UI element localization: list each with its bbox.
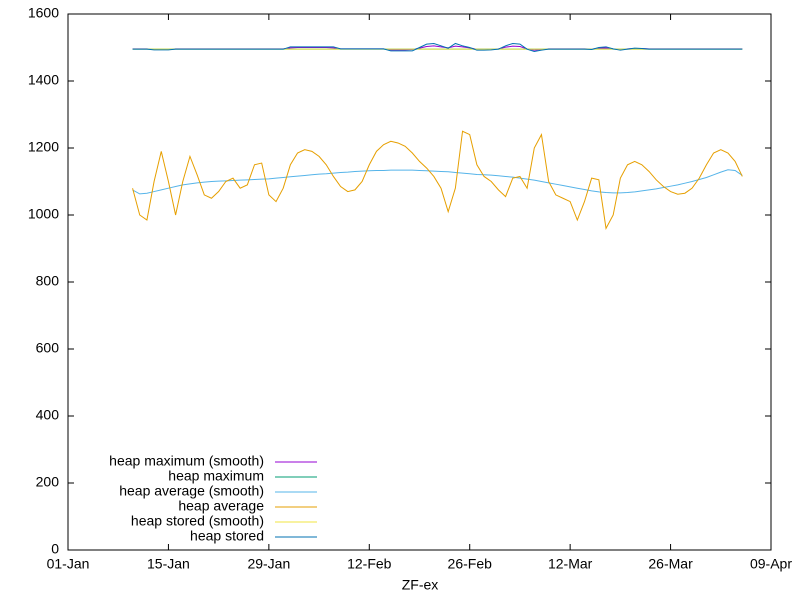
y-tick-label: 0 xyxy=(51,541,59,557)
legend-label: heap maximum (smooth) xyxy=(109,453,264,469)
y-tick-label: 1600 xyxy=(28,5,59,21)
y-tick-label: 1200 xyxy=(28,139,59,155)
legend-label: heap stored xyxy=(190,528,264,544)
legend-label: heap stored (smooth) xyxy=(131,513,264,529)
x-tick-label: 26-Mar xyxy=(648,556,693,572)
x-tick-label: 12-Mar xyxy=(548,556,593,572)
y-tick-label: 400 xyxy=(36,407,60,423)
x-tick-label: 12-Feb xyxy=(347,556,392,572)
series-line xyxy=(132,130,743,230)
plot-border xyxy=(67,13,772,551)
x-tick-label: 01-Jan xyxy=(47,556,90,572)
y-tick-label: 1000 xyxy=(28,206,59,222)
series-line xyxy=(132,42,743,53)
y-tick-label: 1400 xyxy=(28,72,59,88)
legend-label: heap average xyxy=(178,498,264,514)
y-tick-label: 200 xyxy=(36,474,60,490)
legend-label: heap maximum xyxy=(168,468,264,484)
x-tick-label: 15-Jan xyxy=(147,556,190,572)
x-tick-label: 09-Apr xyxy=(750,556,792,572)
x-tick-label: 26-Feb xyxy=(448,556,493,572)
y-tick-label: 600 xyxy=(36,340,60,356)
y-tick-label: 800 xyxy=(36,273,60,289)
x-axis-label: ZF-ex xyxy=(402,577,439,593)
x-tick-label: 29-Jan xyxy=(247,556,290,572)
legend-label: heap average (smooth) xyxy=(119,483,264,499)
